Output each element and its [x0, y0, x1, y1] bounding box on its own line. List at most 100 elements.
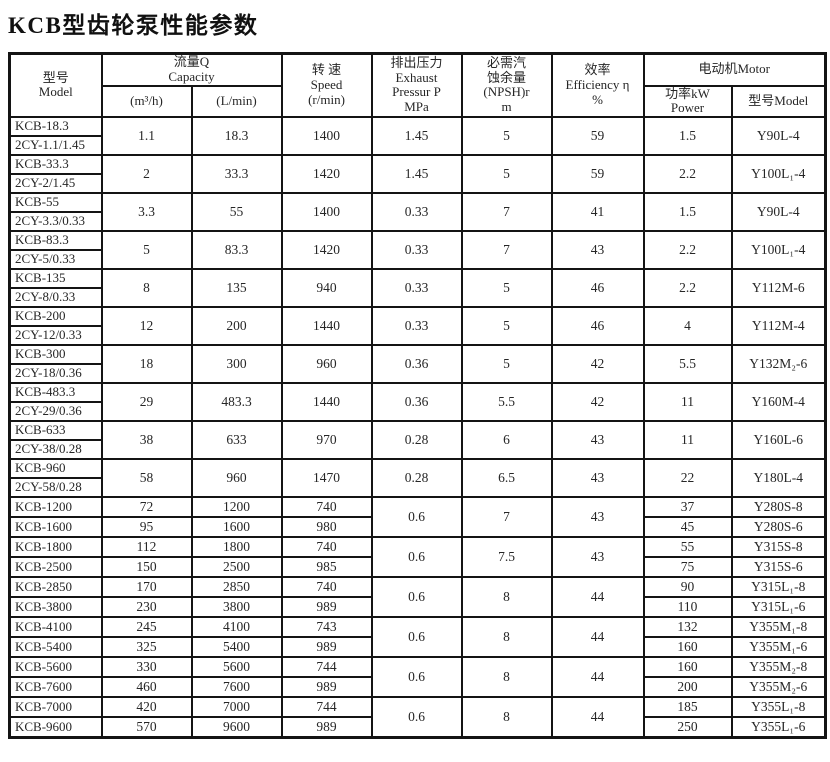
- cell-capacity-m3h: 420: [100, 695, 193, 718]
- cell-exhaust-pressure: 0.6: [370, 495, 463, 538]
- cell-exhaust-pressure: 0.36: [370, 343, 463, 384]
- cell-capacity-m3h: 95: [100, 515, 193, 538]
- cell-capacity-lmin: 633: [190, 419, 283, 460]
- cell-npsh: 5: [460, 305, 553, 346]
- cell-capacity-lmin: 5600: [190, 655, 283, 678]
- cell-motor-model: Y315L₁-6: [730, 595, 827, 618]
- header-npsh: 必需汽 蚀余量 (NPSH)r m: [460, 52, 553, 118]
- cell-model: KCB-135: [8, 267, 103, 289]
- table-row: KCB-5400 325 5400 989 160 Y355M₁-6: [8, 635, 827, 658]
- cell-speed: 743: [280, 615, 373, 638]
- cell-motor-model: Y355M₂-8: [730, 655, 827, 678]
- cell-npsh: 8: [460, 655, 553, 698]
- cell-model-alias: 2CY-8/0.33: [8, 286, 103, 308]
- cell-exhaust-pressure: 0.6: [370, 655, 463, 698]
- cell-motor-model: Y90L-4: [730, 115, 827, 156]
- cell-model-alias: 2CY-18/0.36: [8, 362, 103, 384]
- header-motor: 电动机Motor: [642, 52, 827, 87]
- table-row: 2CY-2/1.45: [8, 172, 826, 194]
- cell-motor-power: 185: [642, 695, 733, 718]
- cell-model: KCB-18.3: [8, 115, 103, 137]
- cell-exhaust-pressure: 1.45: [370, 115, 463, 156]
- cell-speed: 980: [280, 515, 373, 538]
- cell-capacity-m3h: 12: [100, 305, 193, 346]
- cell-model: KCB-1600: [8, 515, 103, 538]
- cell-motor-power: 200: [642, 675, 733, 698]
- cell-capacity-m3h: 2: [100, 153, 193, 194]
- cell-motor-model: Y280S-6: [730, 515, 827, 538]
- cell-npsh: 5: [460, 115, 553, 156]
- table-row: KCB-7600 460 7600 989 200 Y355M₂-6: [8, 675, 827, 698]
- cell-speed: 1400: [280, 191, 373, 232]
- cell-efficiency: 44: [550, 615, 645, 658]
- cell-motor-model: Y180L-4: [730, 457, 827, 498]
- cell-model: KCB-960: [8, 457, 103, 479]
- cell-capacity-m3h: 112: [100, 535, 193, 558]
- cell-capacity-m3h: 460: [100, 675, 193, 698]
- cell-motor-model: Y112M-4: [730, 305, 827, 346]
- cell-capacity-m3h: 325: [100, 635, 193, 658]
- cell-capacity-lmin: 33.3: [190, 153, 283, 194]
- cell-model: KCB-4100: [8, 615, 103, 638]
- table-body: KCB-18.3 1.1 18.3 1400 1.45 5 59 1.5 Y90L-4 2CY-1…: [8, 115, 827, 739]
- cell-capacity-lmin: 5400: [190, 635, 283, 658]
- table-row: KCB-1800 112 1800 740 0.6 7.5 43 55 Y315S-8: [8, 535, 827, 578]
- cell-capacity-m3h: 230: [100, 595, 193, 618]
- cell-exhaust-pressure: 0.33: [370, 267, 463, 308]
- cell-speed: 989: [280, 635, 373, 658]
- cell-efficiency: 46: [550, 267, 645, 308]
- cell-model: KCB-7000: [8, 695, 103, 718]
- cell-speed: 744: [280, 695, 373, 718]
- cell-motor-power: 160: [642, 635, 733, 658]
- cell-motor-power: 132: [642, 615, 733, 638]
- cell-model-alias: 2CY-1.1/1.45: [8, 134, 103, 156]
- cell-speed: 744: [280, 655, 373, 678]
- table-row: 2CY-8/0.33: [8, 286, 826, 308]
- table-row: 2CY-3.3/0.33: [8, 210, 826, 232]
- cell-npsh: 8: [460, 615, 553, 658]
- table-header: 型号 Model 流量Q Capacity 转 速 Speed (r/min) …: [8, 52, 827, 118]
- table-row: KCB-2500 150 2500 985 75 Y315S-6: [8, 555, 827, 578]
- table-row: KCB-300 18 300 960 0.36 5 42 5.5 Y132M₂-6: [8, 343, 827, 384]
- cell-motor-model: Y132M₂-6: [730, 343, 827, 384]
- cell-efficiency: 43: [550, 419, 645, 460]
- cell-motor-power: 11: [642, 419, 733, 460]
- cell-speed: 985: [280, 555, 373, 578]
- cell-motor-power: 2.2: [642, 153, 733, 194]
- table-row: KCB-83.3 5 83.3 1420 0.33 7 43 2.2 Y100L₁-4: [8, 229, 827, 270]
- cell-motor-model: Y280S-8: [730, 495, 827, 518]
- cell-capacity-m3h: 1.1: [100, 115, 193, 156]
- cell-motor-power: 11: [642, 381, 733, 422]
- cell-exhaust-pressure: 0.28: [370, 419, 463, 460]
- cell-speed: 1440: [280, 381, 373, 422]
- cell-capacity-m3h: 18: [100, 343, 193, 384]
- cell-motor-model: Y100L₁-4: [730, 153, 827, 194]
- cell-capacity-m3h: 170: [100, 575, 193, 598]
- cell-capacity-m3h: 58: [100, 457, 193, 498]
- header-unit-lmin: (L/min): [190, 84, 283, 118]
- header-model: 型号 Model: [8, 52, 103, 118]
- cell-model: KCB-55: [8, 191, 103, 213]
- cell-efficiency: 59: [550, 153, 645, 194]
- pump-performance-table: 型号 Model 流量Q Capacity 转 速 Speed (r/min) …: [8, 52, 828, 739]
- cell-model: KCB-9600: [8, 715, 103, 739]
- cell-motor-power: 22: [642, 457, 733, 498]
- cell-capacity-m3h: 245: [100, 615, 193, 638]
- cell-speed: 989: [280, 675, 373, 698]
- cell-capacity-lmin: 1200: [190, 495, 283, 518]
- cell-capacity-lmin: 7600: [190, 675, 283, 698]
- cell-capacity-lmin: 483.3: [190, 381, 283, 422]
- cell-exhaust-pressure: 1.45: [370, 153, 463, 194]
- page-title: KCB型齿轮泵性能参数: [8, 13, 259, 38]
- cell-capacity-lmin: 1800: [190, 535, 283, 558]
- cell-model: KCB-1800: [8, 535, 103, 558]
- cell-motor-model: Y355M₂-6: [730, 675, 827, 698]
- cell-capacity-lmin: 960: [190, 457, 283, 498]
- cell-motor-model: Y112M-6: [730, 267, 827, 308]
- cell-speed: 940: [280, 267, 373, 308]
- cell-capacity-m3h: 72: [100, 495, 193, 518]
- table-row: KCB-5600 330 5600 744 0.6 8 44 160 Y355M₂-8: [8, 655, 827, 698]
- cell-speed: 1400: [280, 115, 373, 156]
- cell-capacity-m3h: 3.3: [100, 191, 193, 232]
- cell-npsh: 5: [460, 153, 553, 194]
